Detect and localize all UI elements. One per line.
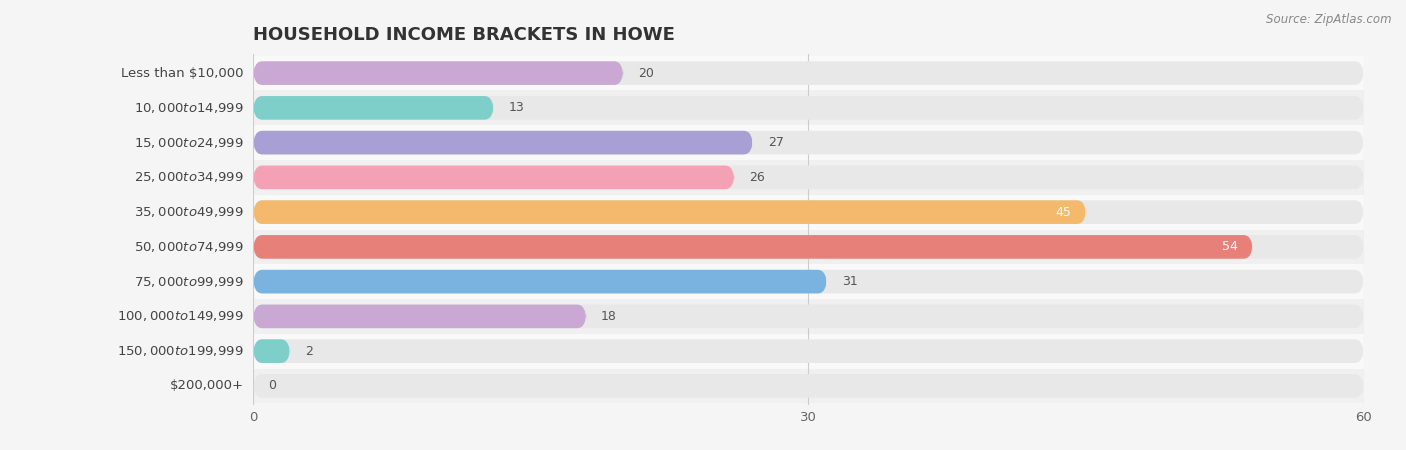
FancyBboxPatch shape: [253, 131, 1364, 154]
Text: 27: 27: [768, 136, 783, 149]
Bar: [253, 264, 1364, 299]
Text: $50,000 to $74,999: $50,000 to $74,999: [134, 240, 243, 254]
FancyBboxPatch shape: [253, 166, 1364, 189]
FancyBboxPatch shape: [253, 305, 586, 328]
FancyBboxPatch shape: [253, 270, 1364, 293]
Bar: [253, 230, 1364, 264]
Text: $150,000 to $199,999: $150,000 to $199,999: [117, 344, 243, 358]
Text: 54: 54: [1222, 240, 1237, 253]
Bar: [253, 56, 1364, 90]
FancyBboxPatch shape: [253, 339, 1364, 363]
Text: $200,000+: $200,000+: [170, 379, 243, 392]
FancyBboxPatch shape: [253, 200, 1087, 224]
Text: 2: 2: [305, 345, 312, 358]
Text: 18: 18: [602, 310, 617, 323]
FancyBboxPatch shape: [253, 96, 494, 120]
Text: $75,000 to $99,999: $75,000 to $99,999: [134, 274, 243, 288]
FancyBboxPatch shape: [253, 235, 1253, 259]
Text: $25,000 to $34,999: $25,000 to $34,999: [134, 171, 243, 184]
Text: Source: ZipAtlas.com: Source: ZipAtlas.com: [1267, 14, 1392, 27]
FancyBboxPatch shape: [253, 200, 1364, 224]
FancyBboxPatch shape: [253, 270, 827, 293]
Bar: [253, 90, 1364, 125]
Text: 13: 13: [509, 101, 524, 114]
Text: $100,000 to $149,999: $100,000 to $149,999: [117, 310, 243, 324]
Text: $35,000 to $49,999: $35,000 to $49,999: [134, 205, 243, 219]
Text: 45: 45: [1056, 206, 1071, 219]
Text: 0: 0: [269, 379, 276, 392]
Text: Less than $10,000: Less than $10,000: [121, 67, 243, 80]
FancyBboxPatch shape: [253, 305, 1364, 328]
FancyBboxPatch shape: [253, 96, 1364, 120]
FancyBboxPatch shape: [253, 61, 623, 85]
Bar: [253, 334, 1364, 369]
FancyBboxPatch shape: [253, 235, 1364, 259]
FancyBboxPatch shape: [253, 166, 734, 189]
Bar: [253, 369, 1364, 403]
Text: HOUSEHOLD INCOME BRACKETS IN HOWE: HOUSEHOLD INCOME BRACKETS IN HOWE: [253, 26, 675, 44]
FancyBboxPatch shape: [253, 339, 290, 363]
Text: $15,000 to $24,999: $15,000 to $24,999: [134, 135, 243, 149]
Text: $10,000 to $14,999: $10,000 to $14,999: [134, 101, 243, 115]
Text: 26: 26: [749, 171, 765, 184]
FancyBboxPatch shape: [253, 374, 1364, 398]
Bar: [253, 160, 1364, 195]
Bar: [253, 195, 1364, 230]
FancyBboxPatch shape: [253, 131, 754, 154]
Bar: [253, 125, 1364, 160]
FancyBboxPatch shape: [253, 61, 1364, 85]
Text: 31: 31: [842, 275, 858, 288]
Bar: [253, 299, 1364, 334]
Text: 20: 20: [638, 67, 654, 80]
